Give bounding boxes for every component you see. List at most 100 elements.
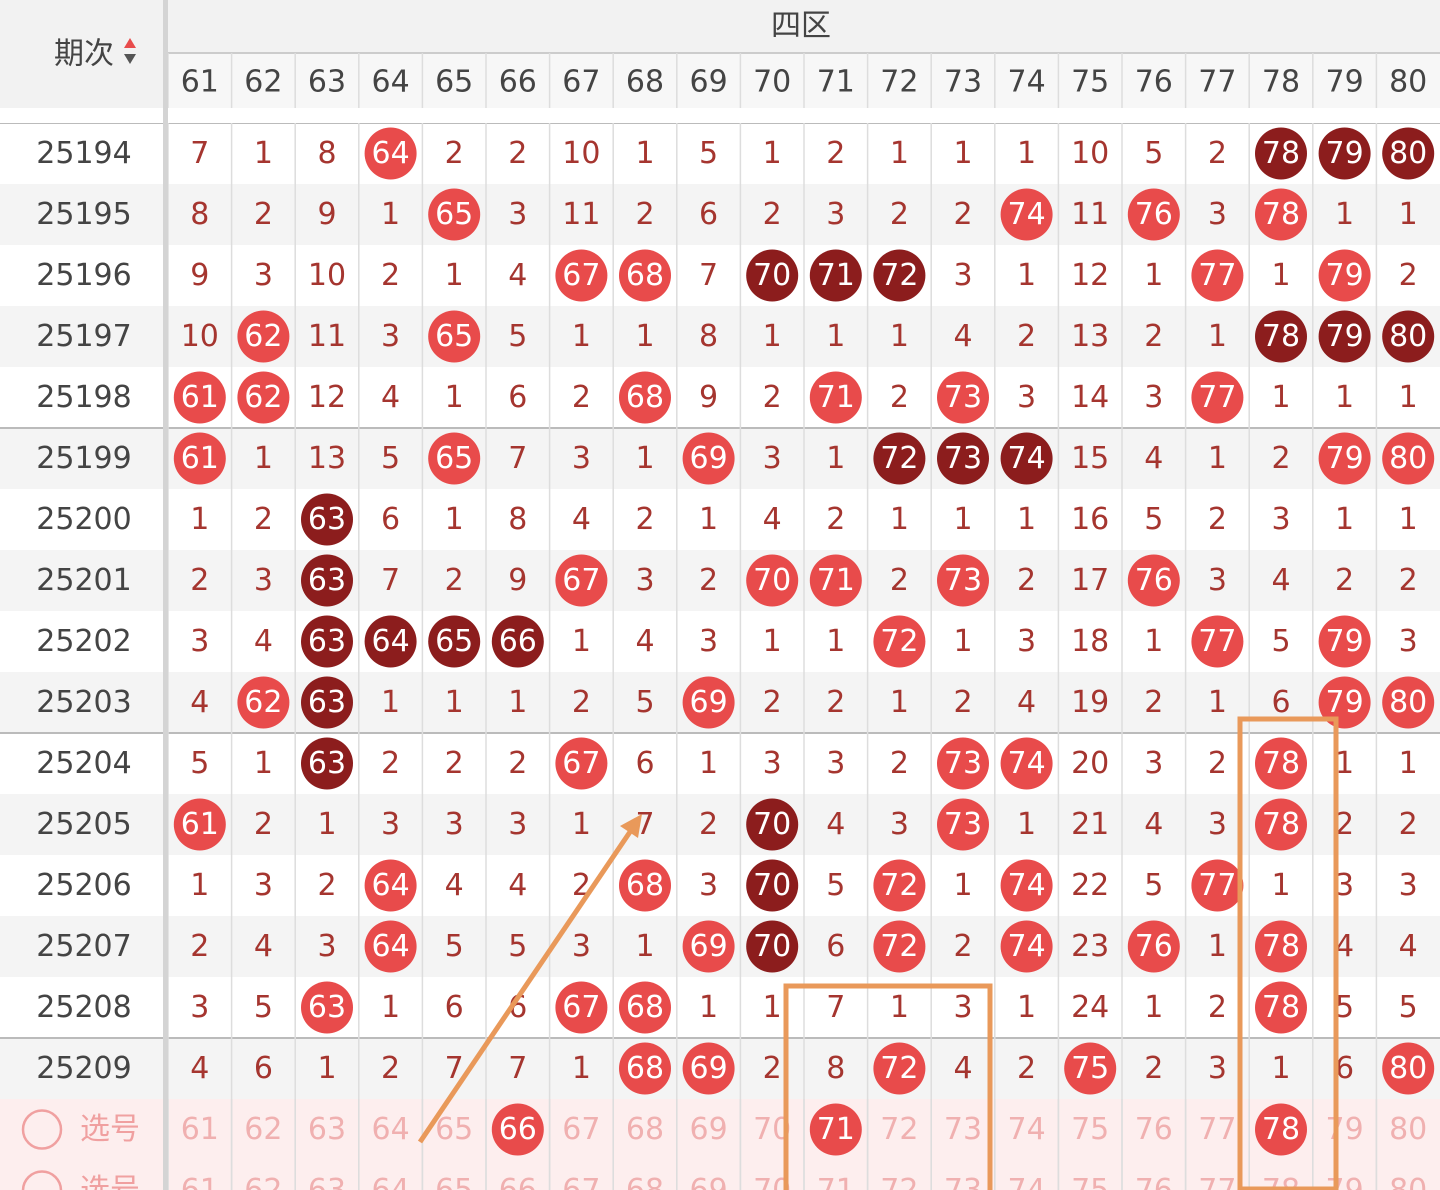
pick-number[interactable]: 72 [880,1112,918,1147]
miss-count: 1 [763,624,782,659]
miss-count: 1 [699,990,718,1025]
miss-count: 1 [1017,990,1036,1025]
pick-number[interactable]: 74 [1008,1173,1046,1190]
pick-label[interactable]: 选号 [80,1112,140,1147]
pick-number[interactable]: 65 [435,1173,473,1190]
miss-count: 11 [1071,197,1109,232]
miss-count: 1 [572,624,591,659]
pick-radio[interactable] [21,1109,63,1150]
ball [1255,981,1307,1034]
miss-count: 2 [635,197,654,232]
pick-number[interactable]: 61 [181,1173,219,1190]
ball-number: 63 [308,502,346,537]
miss-count: 1 [1271,258,1290,293]
pick-number[interactable]: 75 [1071,1173,1109,1190]
ball-number: 77 [1198,624,1236,659]
pick-number[interactable]: 61 [181,1112,219,1147]
ball [301,615,353,668]
pick-number[interactable]: 77 [1198,1173,1236,1190]
ball-number: 66 [499,624,537,659]
ball [1318,676,1371,729]
pick-number[interactable]: 62 [244,1112,282,1147]
pick-number[interactable]: 73 [944,1112,982,1147]
sort-down[interactable] [124,54,136,64]
pick-number[interactable]: 63 [308,1112,346,1147]
miss-count: 3 [953,990,972,1025]
pick-number[interactable]: 65 [435,1112,473,1147]
ball [1000,920,1053,973]
pick-number[interactable]: 72 [880,1173,918,1190]
issue-number: 25202 [36,624,131,659]
miss-count: 3 [1399,868,1418,903]
ball-number: 65 [435,319,473,354]
miss-count: 3 [763,441,782,476]
miss-count: 2 [1335,807,1354,842]
ball-number: 78 [1262,136,1300,171]
pick-number[interactable]: 62 [244,1173,282,1190]
miss-count: 3 [190,624,209,659]
ball [873,432,926,485]
miss-count: 8 [317,136,336,171]
miss-count: 6 [635,746,654,781]
pick-radio[interactable] [21,1170,63,1190]
ball [937,798,989,851]
miss-count: 4 [953,1051,972,1086]
miss-count: 2 [1399,563,1418,598]
pick-number[interactable]: 68 [626,1112,664,1147]
pick-number[interactable]: 67 [562,1173,600,1190]
ball [746,249,799,302]
pick-number[interactable]: 63 [308,1173,346,1190]
pick-label[interactable]: 选号 [80,1173,140,1190]
ball[interactable] [491,1103,544,1156]
pick-number[interactable]: 78 [1262,1173,1300,1190]
pick-number[interactable]: 69 [690,1173,728,1190]
pick-number[interactable]: 75 [1071,1112,1109,1147]
pick-number[interactable]: 80 [1389,1112,1427,1147]
ball-number: 69 [690,685,728,720]
pick-number[interactable]: 76 [1135,1112,1173,1147]
pick-number[interactable]: 73 [944,1173,982,1190]
pick-number[interactable]: 67 [562,1112,600,1147]
column-header: 68 [626,65,664,100]
miss-count: 12 [1071,258,1109,293]
miss-count: 1 [1399,380,1418,415]
pick-number[interactable]: 68 [626,1173,664,1190]
issue-header[interactable]: 期次 [54,37,114,72]
ball [619,1042,671,1095]
miss-count: 2 [763,1051,782,1086]
issue-number: 25209 [36,1051,131,1086]
pick-number[interactable]: 77 [1198,1112,1236,1147]
pick-number[interactable]: 74 [1008,1112,1046,1147]
pick-number[interactable]: 79 [1326,1112,1364,1147]
ball [364,920,417,973]
ball [937,554,989,607]
miss-count: 24 [1071,990,1109,1025]
ball-number: 79 [1326,258,1364,293]
ball[interactable] [809,1103,862,1156]
ball-number: 80 [1389,441,1427,476]
miss-count: 3 [572,441,591,476]
column-header: 69 [690,65,728,100]
miss-count: 5 [1144,868,1163,903]
arrow-annotation [417,824,637,1144]
pick-number[interactable]: 66 [499,1173,537,1190]
row-bg [0,489,1440,550]
sort-up[interactable] [124,38,136,48]
ball-number: 70 [753,258,791,293]
row-bg [0,794,1440,855]
pick-number[interactable]: 71 [817,1173,855,1190]
miss-count: 4 [572,502,591,537]
pick-number[interactable]: 64 [372,1112,410,1147]
miss-count: 1 [699,502,718,537]
pick-number[interactable]: 76 [1135,1173,1173,1190]
ball [619,371,671,424]
miss-count: 1 [1144,990,1163,1025]
pick-number[interactable]: 69 [690,1112,728,1147]
pick-number[interactable]: 70 [753,1173,791,1190]
miss-count: 2 [890,563,909,598]
pick-number[interactable]: 64 [372,1173,410,1190]
ball-number: 68 [626,990,664,1025]
row-bg [0,123,1440,184]
pick-number[interactable]: 80 [1389,1173,1427,1190]
ball[interactable] [1255,1103,1307,1156]
